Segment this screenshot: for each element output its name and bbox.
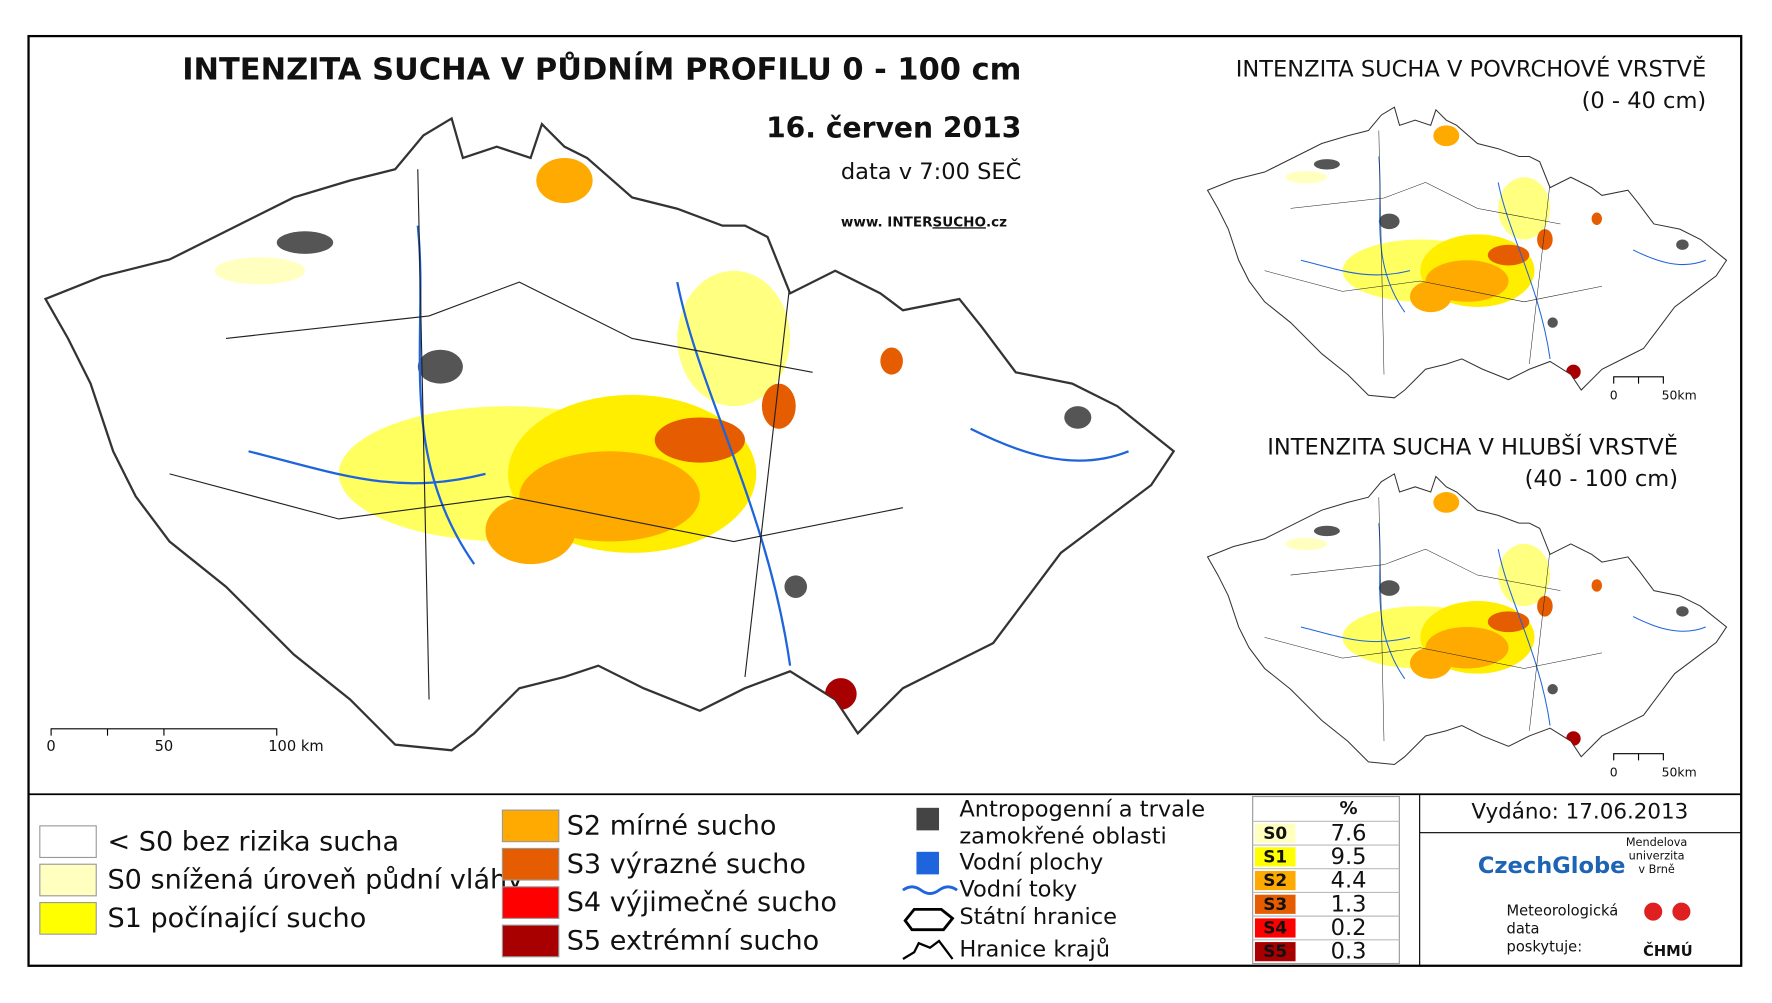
logo-mendel: univerzita (1629, 849, 1685, 862)
logo-chmu: ČHMÚ (1643, 942, 1693, 960)
layer-icon (916, 851, 940, 875)
table-class: S5 (1263, 941, 1287, 961)
table-value: 7.6 (1331, 820, 1367, 846)
layer-icon (902, 939, 954, 960)
layer-icon (903, 907, 955, 932)
layer-label: Státní hranice (959, 904, 1117, 930)
scale-label: 50km (1662, 764, 1697, 779)
url-part: SUCHO (933, 214, 986, 230)
table-swatch (1254, 942, 1296, 962)
layer-label: Hranice krajů (959, 935, 1110, 962)
issued: Vydáno: 17.06.2013 (1471, 799, 1688, 824)
legend-label: S1 počínající sucho (108, 903, 367, 934)
table-class: S4 (1263, 918, 1287, 938)
scale-label: 100 km (268, 738, 323, 755)
legend-label: < S0 bez rizika sucha (108, 826, 400, 857)
surface-subtitle: (0 - 40 cm) (1582, 88, 1707, 114)
legend-swatch (501, 847, 560, 881)
logo-mark (1672, 902, 1691, 921)
layer-label: Antropogenní a trvale (959, 797, 1205, 823)
legend-label: S0 snížená úroveň půdní vláhy (108, 865, 524, 896)
table-swatch (1254, 823, 1296, 843)
table-value: 0.2 (1331, 915, 1367, 941)
data-note: data (1507, 921, 1540, 938)
layer-label: Vodní plochy (959, 850, 1103, 876)
scale-label: 50km (1662, 388, 1697, 403)
legend-swatch (501, 886, 560, 919)
table-header: % (1340, 798, 1358, 819)
table-frame (1252, 795, 1400, 965)
table-value: 0.3 (1331, 939, 1367, 965)
logo-czechglobe: CzechGlobe (1478, 853, 1626, 879)
layer-label: Vodní toky (959, 877, 1077, 903)
legend-label: S2 mírné sucho (567, 810, 777, 841)
table-swatch (1254, 918, 1296, 938)
layer-icon (902, 885, 958, 895)
deep-title: INTENZITA SUCHA V HLUBŠÍ VRSTVĚ (1267, 432, 1678, 460)
main-time: data v 7:00 SEČ (841, 157, 1022, 185)
main-title: INTENZITA SUCHA V PŮDNÍM PROFILU 0 - 100… (182, 51, 1021, 88)
url-part: .cz (986, 214, 1007, 230)
scale-bars (50, 376, 1664, 761)
legend-swatch (501, 924, 560, 958)
layer-icon (916, 807, 940, 831)
layer-label: zamokřené oblasti (959, 824, 1166, 850)
table-value: 9.5 (1331, 844, 1367, 870)
legend-swatch (39, 863, 97, 897)
table-swatch (1254, 894, 1296, 914)
logo-mark (1644, 902, 1663, 921)
table-class: S0 (1263, 823, 1287, 843)
legend-label: S3 výrazné sucho (567, 849, 806, 880)
surface-title: INTENZITA SUCHA V POVRCHOVÉ VRSTVĚ (1236, 54, 1706, 82)
main-date: 16. červen 2013 (766, 112, 1021, 145)
data-note: Meteorologická (1507, 903, 1619, 920)
legend-swatch (501, 809, 560, 843)
legend-swatch (39, 902, 97, 935)
scale-label: 0 (1610, 388, 1618, 403)
url-part: www. INTER (841, 214, 933, 230)
table-swatch (1254, 847, 1296, 867)
table-value: 1.3 (1331, 891, 1367, 917)
table-swatch (1254, 870, 1296, 891)
data-note: poskytuje: (1507, 939, 1583, 956)
deep-subtitle: (40 - 100 cm) (1525, 466, 1678, 492)
table-class: S3 (1263, 894, 1287, 914)
scale-label: 0 (46, 738, 55, 755)
table-class: S1 (1263, 846, 1287, 866)
table-class: S2 (1263, 870, 1287, 890)
logo-mendel: v Brně (1638, 863, 1675, 876)
legend-swatch (39, 825, 97, 859)
scale-label: 50 (155, 738, 174, 755)
legend-label: S5 extrémní sucho (567, 926, 819, 957)
scale-label: 0 (1610, 764, 1618, 779)
url: www. INTERSUCHO.cz (841, 214, 1007, 230)
table-value: 4.4 (1331, 868, 1367, 894)
logo-mendel: Mendelova (1626, 836, 1687, 849)
legend-label: S4 výjimečné sucho (567, 887, 837, 918)
